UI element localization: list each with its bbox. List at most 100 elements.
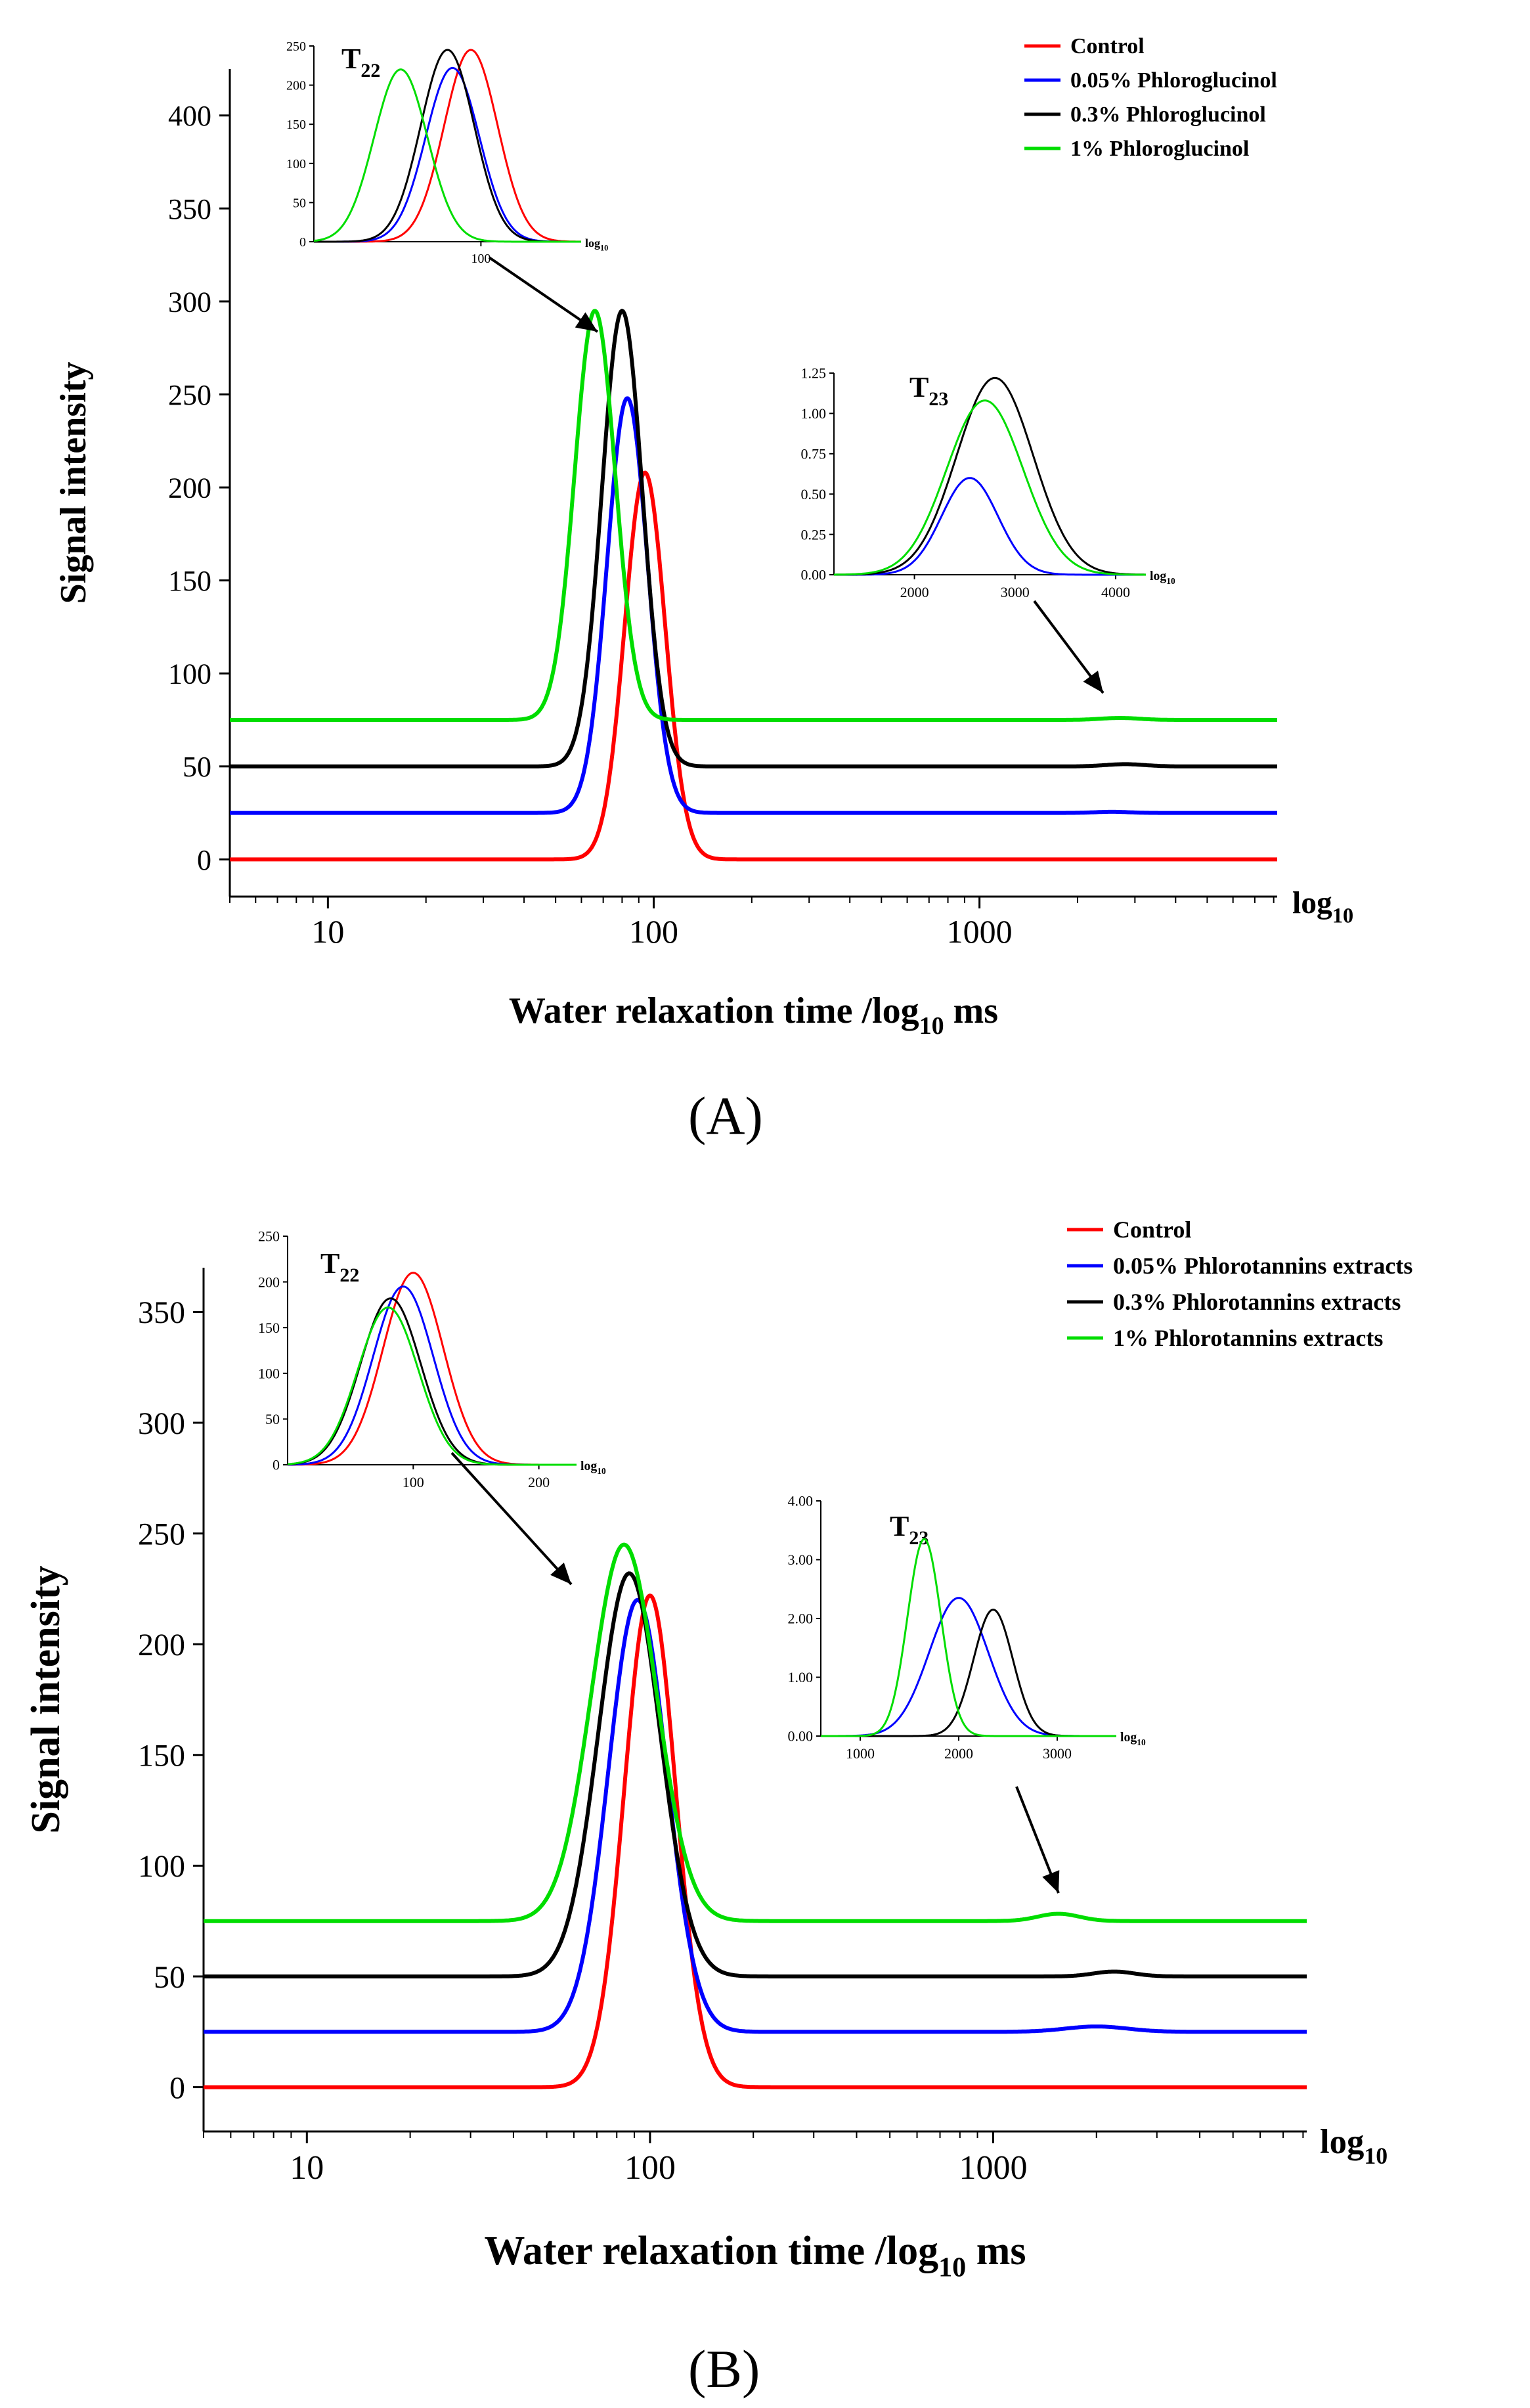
inset-y-tick-label: 0.25 (801, 526, 827, 543)
inset-y-tick-label: 1.00 (801, 405, 827, 422)
inset-x-end-label: log10 (1120, 1730, 1146, 1747)
inset-series-line-2 (834, 399, 1146, 576)
panel-b-label: (B) (688, 2339, 760, 2399)
y-tick-label: 150 (168, 565, 211, 597)
x-axis-title: Water relaxation time /log10 ms (509, 991, 998, 1040)
y-tick-label: 150 (138, 1739, 185, 1773)
inset-title: T22 (320, 1247, 359, 1286)
inset-x-end-label: log10 (1150, 569, 1175, 586)
inset-x-tick-label: 3000 (1001, 584, 1030, 600)
y-tick-label: 50 (183, 751, 211, 783)
inset-y-tick-label: 0 (299, 235, 306, 250)
inset-title: T22 (341, 43, 380, 81)
inset-x-tick-label: 2000 (900, 584, 929, 600)
pointer-arrowhead-0 (575, 312, 598, 332)
pointer-arrowhead-0 (550, 1562, 571, 1584)
x-tick-label: 100 (624, 2149, 676, 2187)
inset-series-line-1 (834, 376, 1146, 576)
legend-entry-3: 1% Phlorotannins extracts (1113, 1325, 1383, 1351)
inset-y-tick-label: 250 (286, 39, 306, 54)
y-tick-label: 250 (138, 1517, 185, 1551)
series-line-2 (229, 309, 1279, 769)
legend-entry-2: 0.3% Phloroglucinol (1070, 102, 1266, 127)
inset-series-line-0 (314, 49, 581, 243)
series-line-1 (229, 396, 1279, 815)
series-line-0 (229, 470, 1279, 862)
inset-x-tick-label: 200 (528, 1474, 550, 1490)
inset-series-line-0 (821, 1597, 1116, 1737)
inset-y-tick-label: 4.00 (788, 1493, 814, 1509)
y-tick-label: 400 (168, 100, 211, 132)
inset-series-line-0 (287, 1272, 577, 1466)
x-tick-label: 100 (629, 913, 678, 950)
pointer-arrow-0 (488, 256, 599, 333)
inset-y-tick-label: 50 (293, 196, 306, 210)
y-tick-label: 350 (168, 193, 211, 225)
pointer-arrow-0 (450, 1452, 573, 1586)
x-tick-label: 10 (311, 913, 344, 950)
y-tick-label: 300 (168, 286, 211, 318)
y-tick-label: 250 (168, 379, 211, 411)
inset-x-tick-label: 2000 (944, 1745, 973, 1762)
series-line-0 (202, 1594, 1308, 2089)
inset-series-line-3 (287, 1306, 577, 1466)
legend-entry-0: Control (1070, 34, 1145, 58)
y-tick-label: 100 (138, 1849, 185, 1884)
inset-series-line-3 (313, 68, 581, 243)
y-tick-label: 0 (169, 2070, 185, 2105)
y-tick-label: 300 (138, 1406, 185, 1441)
series-line-1 (202, 1597, 1308, 2034)
inset-x-tick-label: 1000 (846, 1745, 875, 1762)
pointer-arrowhead-1 (1083, 671, 1103, 693)
inset-y-tick-label: 50 (265, 1411, 280, 1427)
inset-y-tick-label: 0.00 (801, 567, 827, 583)
x-tick-label: 1000 (947, 913, 1013, 950)
legend-entry-0: Control (1113, 1216, 1191, 1243)
y-axis-title: Signal intensity (24, 1565, 68, 1833)
inset-x-tick-label: 4000 (1101, 584, 1130, 600)
inset-y-tick-label: 0 (273, 1457, 280, 1473)
inset-y-tick-label: 0.75 (801, 446, 827, 462)
y-tick-label: 0 (197, 844, 211, 876)
inset-title: T23 (909, 371, 948, 410)
chart-panel-a: 0 50 100 150 200 250 300 350 400 10 100 1000 Water r… (53, 34, 1353, 1040)
x-axis-end-label: log10 (1320, 2123, 1388, 2169)
inset-series-line-0 (834, 477, 1146, 576)
y-axis-title: Signal intensity (53, 362, 94, 604)
inset-y-tick-label: 200 (258, 1274, 280, 1290)
inset-series-line-2 (821, 1538, 1116, 1737)
y-tick-label: 200 (168, 472, 211, 504)
inset-series-line-1 (314, 66, 581, 243)
panel-a-label: (A) (688, 1086, 763, 1146)
inset-t23: 0.00 1.00 2.00 3.00 4.00 1000 2000 3000 log10 T23 (788, 1493, 1147, 1762)
legend-entry-1: 0.05% Phloroglucinol (1070, 68, 1277, 93)
inset-y-tick-label: 100 (258, 1366, 280, 1382)
inset-y-tick-label: 3.00 (788, 1551, 814, 1568)
inset-x-end-label: log10 (585, 236, 608, 252)
inset-series-line-1 (821, 1609, 1116, 1737)
x-tick-label: 1000 (959, 2149, 1027, 2187)
pointer-arrowhead-1 (1042, 1870, 1060, 1893)
inset-x-tick-label: 3000 (1043, 1745, 1072, 1762)
inset-t22: 0 50 100 150 200 250 100 log10 T22 (286, 39, 608, 266)
inset-x-end-label: log10 (580, 1459, 606, 1476)
inset-y-tick-label: 0.00 (788, 1728, 814, 1745)
y-tick-label: 100 (168, 658, 211, 690)
legend-entry-2: 0.3% Phlorotannins extracts (1113, 1289, 1401, 1315)
series-line-2 (202, 1571, 1308, 1978)
series-line-3 (202, 1542, 1308, 1923)
inset-t23: 0.00 0.25 0.50 0.75 1.00 1.25 2000 3000 4000 log1… (801, 365, 1176, 600)
inset-y-tick-label: 1.00 (788, 1669, 814, 1685)
series-line-3 (229, 309, 1279, 722)
y-tick-label: 350 (138, 1295, 185, 1330)
inset-t22: 0 50 100 150 200 250 100 200 log10 T22 (258, 1228, 606, 1490)
inset-y-tick-label: 2.00 (788, 1611, 814, 1627)
inset-x-tick-label: 100 (403, 1474, 424, 1490)
inset-y-tick-label: 250 (258, 1228, 280, 1245)
y-tick-label: 50 (154, 1960, 185, 1995)
inset-y-tick-label: 150 (258, 1320, 280, 1336)
y-tick-label: 200 (138, 1628, 185, 1662)
x-axis-title: Water relaxation time /log10 ms (484, 2229, 1026, 2283)
